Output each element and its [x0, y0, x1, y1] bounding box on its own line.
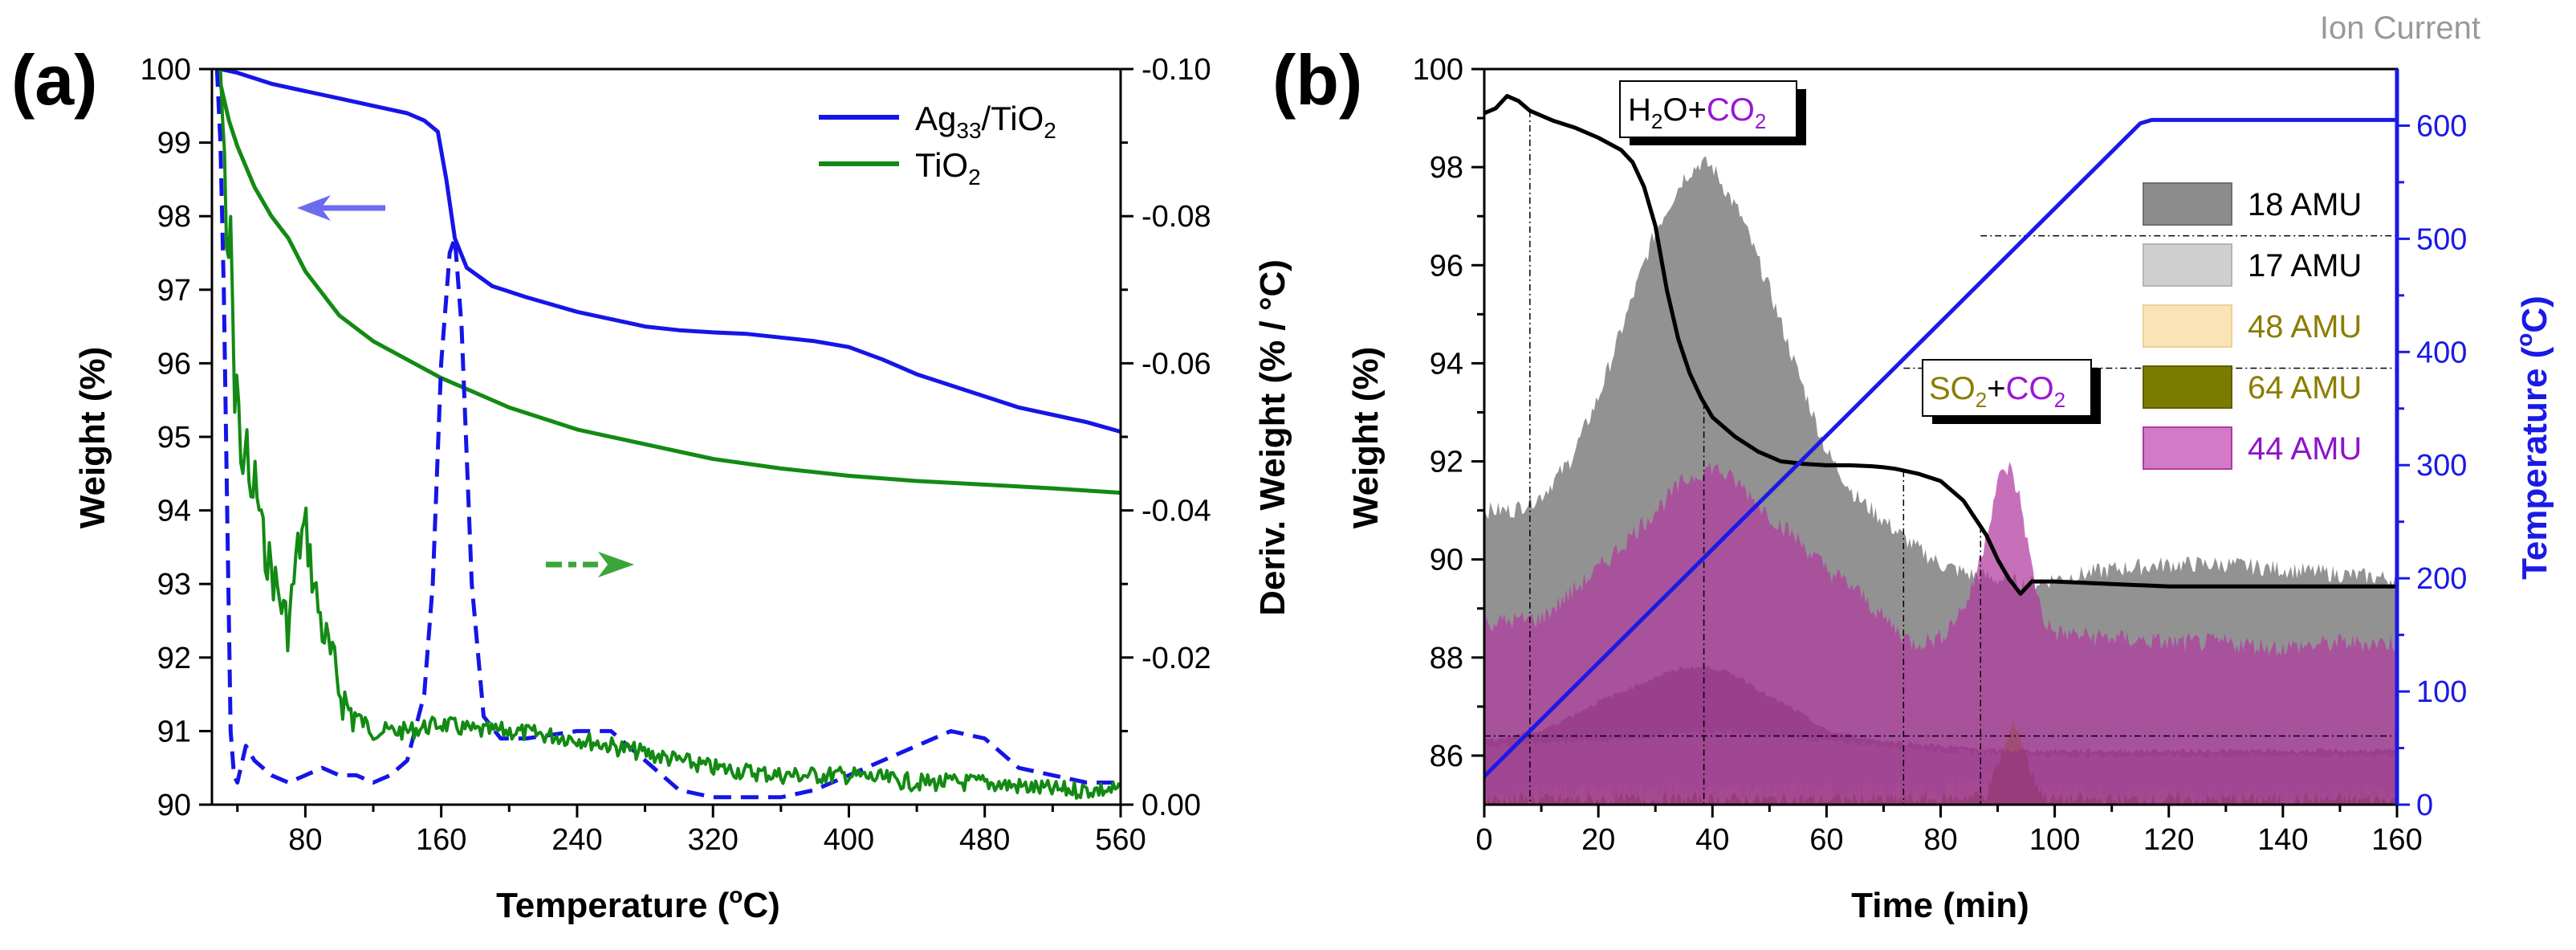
- panel-b-plot-area: [1484, 94, 2397, 805]
- a-ytick-right-label: -0.02: [1141, 642, 1211, 675]
- a-ytick-left-label: 99: [157, 127, 191, 161]
- b-xtick-label: 160: [2371, 823, 2422, 857]
- a-ytick-left-label: 91: [157, 715, 191, 748]
- svg-text:H2O+CO2: H2O+CO2: [1628, 92, 1766, 133]
- legend-label-tio2: TiO2: [915, 146, 981, 190]
- a-xtick-label: 80: [288, 823, 322, 857]
- b-ytick-left-label: 98: [1430, 151, 1463, 185]
- annotation-h2o-co2: H2O+CO2: [1619, 80, 1806, 145]
- a-ytick-left-label: 97: [157, 274, 191, 308]
- ion-current-label: Ion Current: [2320, 10, 2480, 46]
- series-b-line-6: [1484, 94, 2397, 596]
- series-a-2: [214, 69, 1121, 800]
- b-ytick-left-label: 86: [1430, 740, 1463, 773]
- a-ytick-left-label: 100: [140, 53, 191, 87]
- a-ytick-left-label: 90: [157, 789, 191, 822]
- series-b-area-5: [1484, 665, 2397, 805]
- a-xtick-label: 320: [687, 823, 738, 857]
- a-xtick-label: 560: [1095, 823, 1146, 857]
- b-ytick-right-label: 200: [2416, 562, 2467, 596]
- panel-b-label: (b): [1272, 40, 1362, 120]
- legend-label-64-amu: 64 AMU: [2248, 370, 2362, 406]
- right-axis-arrow-icon: [546, 552, 634, 577]
- a-xtick-label: 480: [959, 823, 1010, 857]
- series-b-line-7: [1484, 117, 2397, 778]
- b-ytick-right-label: 400: [2416, 336, 2467, 369]
- series-a-3: [218, 69, 1121, 800]
- panel-a: (a) 80 160 240 320 400 480 560 90 91 92 93 94 95 96 97…: [11, 40, 1292, 925]
- b-xtick-label: 100: [2029, 823, 2080, 857]
- b-ytick-left-label: 96: [1430, 249, 1463, 283]
- panel-b-ylabel-right: Temperature (oC): [2512, 296, 2554, 580]
- panel-b-legend: 18 AMU 17 AMU 48 AMU 64 AMU 44 AMU: [2143, 182, 2362, 470]
- b-xtick-label: 120: [2143, 823, 2194, 857]
- a-ytick-left-label: 95: [157, 421, 191, 455]
- annotation-so2-co2: SO2+CO2: [1922, 359, 2101, 424]
- legend-swatch-17-amu: [2143, 243, 2232, 287]
- a-ytick-left-label: 94: [157, 495, 191, 528]
- b-xtick-label: 0: [1475, 823, 1492, 857]
- panel-a-frame: [210, 67, 1122, 806]
- a-ytick-left-label: 96: [157, 347, 191, 381]
- svg-text:SO2+CO2: SO2+CO2: [1929, 371, 2065, 412]
- panel-a-ylabel-right: Deriv. Weight (% / °C): [1253, 259, 1292, 616]
- panel-b: (b) Ion Current 0 20 40 60 80 100 120 140 160 86 8…: [1272, 10, 2554, 925]
- b-xtick-label: 140: [2257, 823, 2308, 857]
- b-ytick-left-label: 92: [1430, 446, 1463, 479]
- panel-a-label: (a): [11, 40, 98, 120]
- a-ytick-right-label: 0.00: [1141, 789, 1201, 822]
- b-ytick-right-label: 600: [2416, 109, 2467, 143]
- a-ytick-right-label: -0.10: [1141, 53, 1211, 87]
- a-ytick-left-label: 98: [157, 200, 191, 234]
- legend-swatch-48-amu: [2143, 304, 2232, 348]
- legend-label-17-amu: 17 AMU: [2248, 248, 2362, 283]
- legend-swatch-44-amu: [2143, 426, 2232, 470]
- legend-swatch-18-amu: [2143, 182, 2232, 226]
- legend-label-ag33-tio2: Ag33/TiO2: [915, 100, 1056, 143]
- a-xtick-label: 240: [551, 823, 602, 857]
- b-ytick-right-label: 300: [2416, 449, 2467, 483]
- panel-b-axes: 0 20 40 60 80 100 120 140 160 86 88 90 92 94 96 98 100 0 1…: [1413, 53, 2468, 857]
- a-ytick-right-label: -0.08: [1141, 200, 1211, 234]
- b-ytick-right-label: 100: [2416, 675, 2467, 709]
- legend-swatch-64-amu: [2143, 365, 2232, 409]
- a-ytick-left-label: 93: [157, 568, 191, 601]
- b-ytick-left-label: 94: [1430, 347, 1463, 381]
- panel-a-axes: 80 160 240 320 400 480 560 90 91 92 93 94 95 96 97 98 99…: [140, 53, 1211, 857]
- legend-label-18-amu: 18 AMU: [2248, 187, 2362, 222]
- panel-a-plot-area: [214, 69, 1121, 800]
- b-ytick-right-label: 0: [2416, 789, 2433, 822]
- a-xtick-label: 160: [416, 823, 466, 857]
- a-xtick-label: 400: [824, 823, 874, 857]
- series-a-1: [214, 69, 1121, 495]
- series-a-0: [217, 69, 1121, 434]
- panel-b-xlabel: Time (min): [1851, 886, 2029, 925]
- left-axis-arrow-icon: [297, 195, 385, 221]
- panel-a-xlabel: Temperature (oC): [496, 883, 780, 925]
- b-ytick-left-label: 100: [1413, 53, 1463, 87]
- b-ytick-left-label: 88: [1430, 642, 1463, 675]
- b-ytick-right-label: 500: [2416, 222, 2467, 256]
- a-ytick-right-label: -0.06: [1141, 347, 1211, 381]
- b-ytick-left-label: 90: [1430, 544, 1463, 577]
- a-ytick-right-label: -0.04: [1141, 495, 1211, 528]
- b-xtick-label: 20: [1581, 823, 1615, 857]
- panel-a-ylabel-left: Weight (%): [73, 347, 112, 529]
- b-xtick-label: 60: [1809, 823, 1843, 857]
- panel-a-legend: Ag33/TiO2 TiO2: [819, 100, 1056, 190]
- legend-label-44-amu: 44 AMU: [2248, 431, 2362, 467]
- legend-label-48-amu: 48 AMU: [2248, 309, 2362, 345]
- a-ytick-left-label: 92: [157, 642, 191, 675]
- panel-b-ylabel-left: Weight (%): [1346, 347, 1386, 529]
- b-xtick-label: 80: [1923, 823, 1957, 857]
- b-xtick-label: 40: [1695, 823, 1729, 857]
